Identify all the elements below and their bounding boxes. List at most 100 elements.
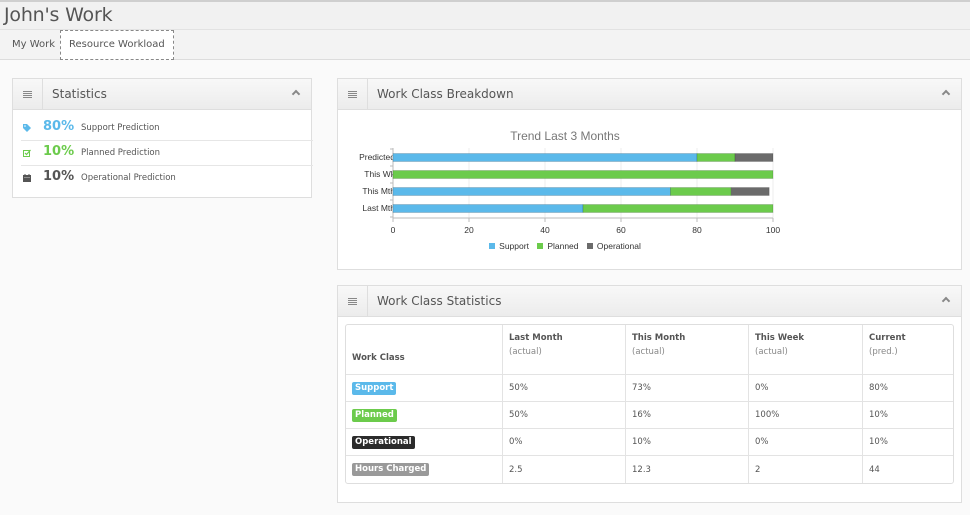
y-tick-label: Last Mth [362,203,395,213]
stat-planned: 10% Planned Prediction [21,141,313,166]
cell: 2.5 [503,456,626,483]
cell-work-class: Hours Charged [346,456,503,483]
tab-my-work[interactable]: My Work [12,39,56,50]
bar-support [392,153,698,162]
bar-support [392,187,671,196]
x-tick-label: 0 [390,225,396,235]
check-square-icon [23,149,31,157]
y-tick-label: Predicted [359,152,395,162]
cell: 0% [749,429,863,456]
chevron-up-icon[interactable] [291,88,301,98]
tab-bar: My Work Resource Workload [0,29,970,60]
y-tick-label: This Mth [362,186,395,196]
chevron-up-icon[interactable] [941,88,951,98]
stat-value: 10% [43,169,75,184]
table-row: Operational 0% 10% 0% 10% [346,429,953,456]
page-title: John's Work [4,4,113,26]
wc-stats-panel-header: Work Class Statistics [338,286,961,317]
statistics-panel-header: Statistics [13,79,311,110]
legend-item-support[interactable]: Support [489,241,529,251]
work-class-table: Work Class Last Month (actual) This Month… [345,324,954,484]
legend-swatch [537,243,544,249]
cell: 0% [749,375,863,402]
stat-value: 80% [43,119,75,134]
bar-operational [730,187,770,196]
list-icon [338,286,368,316]
legend-item-operational[interactable]: Operational [586,241,641,251]
bar-planned [582,204,774,213]
stat-label: Planned Prediction [81,148,161,158]
cell: 100% [749,402,863,429]
chevron-up-icon[interactable] [941,295,951,305]
wc-stats-panel: Work Class Statistics Work Class Last Mo… [337,285,962,503]
bar-support [392,204,584,213]
x-tick-label: 100 [765,225,781,235]
badge-support: Support [352,381,397,395]
bar-planned [696,153,736,162]
stat-operational: 10% Operational Prediction [21,166,313,191]
badge-hours-charged: Hours Charged [352,463,430,476]
tab-resource-workload[interactable]: Resource Workload [60,30,174,60]
header-label: This Week [755,333,805,343]
header-label: This Month [632,333,686,343]
table-row: Hours Charged 2.5 12.3 2 44 [346,456,953,483]
cell: 0% [503,429,626,456]
col-header-this-month: This Month (actual) [626,325,749,375]
cell: 80% [863,375,953,402]
stat-label: Support Prediction [81,123,160,133]
header-label: Current [869,333,906,343]
bar-planned [669,187,732,196]
cell-work-class: Support [346,375,503,402]
col-header-this-week: This Week (actual) [749,325,863,375]
cell: 73% [626,375,749,402]
chart-area: Trend Last 3 Months Predicted This Wk Th… [345,117,786,262]
header-label: Last Month [509,333,563,343]
legend-item-planned[interactable]: Planned [537,241,579,251]
chart-legend: Support Planned Operational [345,241,785,251]
bar-operational [734,153,774,162]
bar-planned [392,170,774,179]
x-tick-label: 20 [464,225,474,235]
chart-title: Trend Last 3 Months [510,129,620,143]
stat-value: 10% [43,144,75,159]
x-tick-label: 40 [540,225,550,235]
table-row: Planned 50% 16% 100% 10% [346,402,953,429]
cell-work-class: Operational [346,429,503,456]
col-header-current: Current (pred.) [863,325,953,375]
list-icon [338,79,368,109]
legend-swatch [489,243,496,249]
cell: 50% [503,402,626,429]
cell-work-class: Planned [346,402,503,429]
breakdown-panel-header: Work Class Breakdown [338,79,961,110]
x-tick-label: 80 [692,225,702,235]
legend-label: Operational [596,241,641,251]
cell: 10% [863,402,953,429]
calendar-icon [23,174,31,182]
title-bar: John's Work [0,0,970,29]
cell: 2 [749,456,863,483]
cell: 10% [626,429,749,456]
header-sub: (actual) [509,347,542,357]
list-icon [13,79,43,109]
badge-operational: Operational [352,435,415,449]
col-header-work-class: Work Class [346,325,503,375]
cell: 12.3 [626,456,749,483]
table-header-row: Work Class Last Month (actual) This Month… [346,325,953,375]
legend-swatch [586,243,593,249]
wc-stats-title: Work Class Statistics [377,294,502,308]
y-tick-label: This Wk [364,169,395,179]
header-sub: (actual) [632,347,665,357]
cell: 50% [503,375,626,402]
cell: 16% [626,402,749,429]
stat-support: 80% Support Prediction [21,116,313,141]
col-header-last-month: Last Month (actual) [503,325,626,375]
breakdown-title: Work Class Breakdown [377,87,514,101]
breakdown-panel: Work Class Breakdown Trend Last 3 Months… [337,78,962,270]
legend-label: Planned [547,241,579,251]
bar-chart [390,148,774,222]
legend-label: Support [499,241,529,251]
cell: 44 [869,464,880,475]
header-label: Work Class [352,353,405,363]
statistics-title: Statistics [52,87,107,101]
statistics-panel: Statistics 80% Support Prediction 10% Pl… [12,78,313,198]
